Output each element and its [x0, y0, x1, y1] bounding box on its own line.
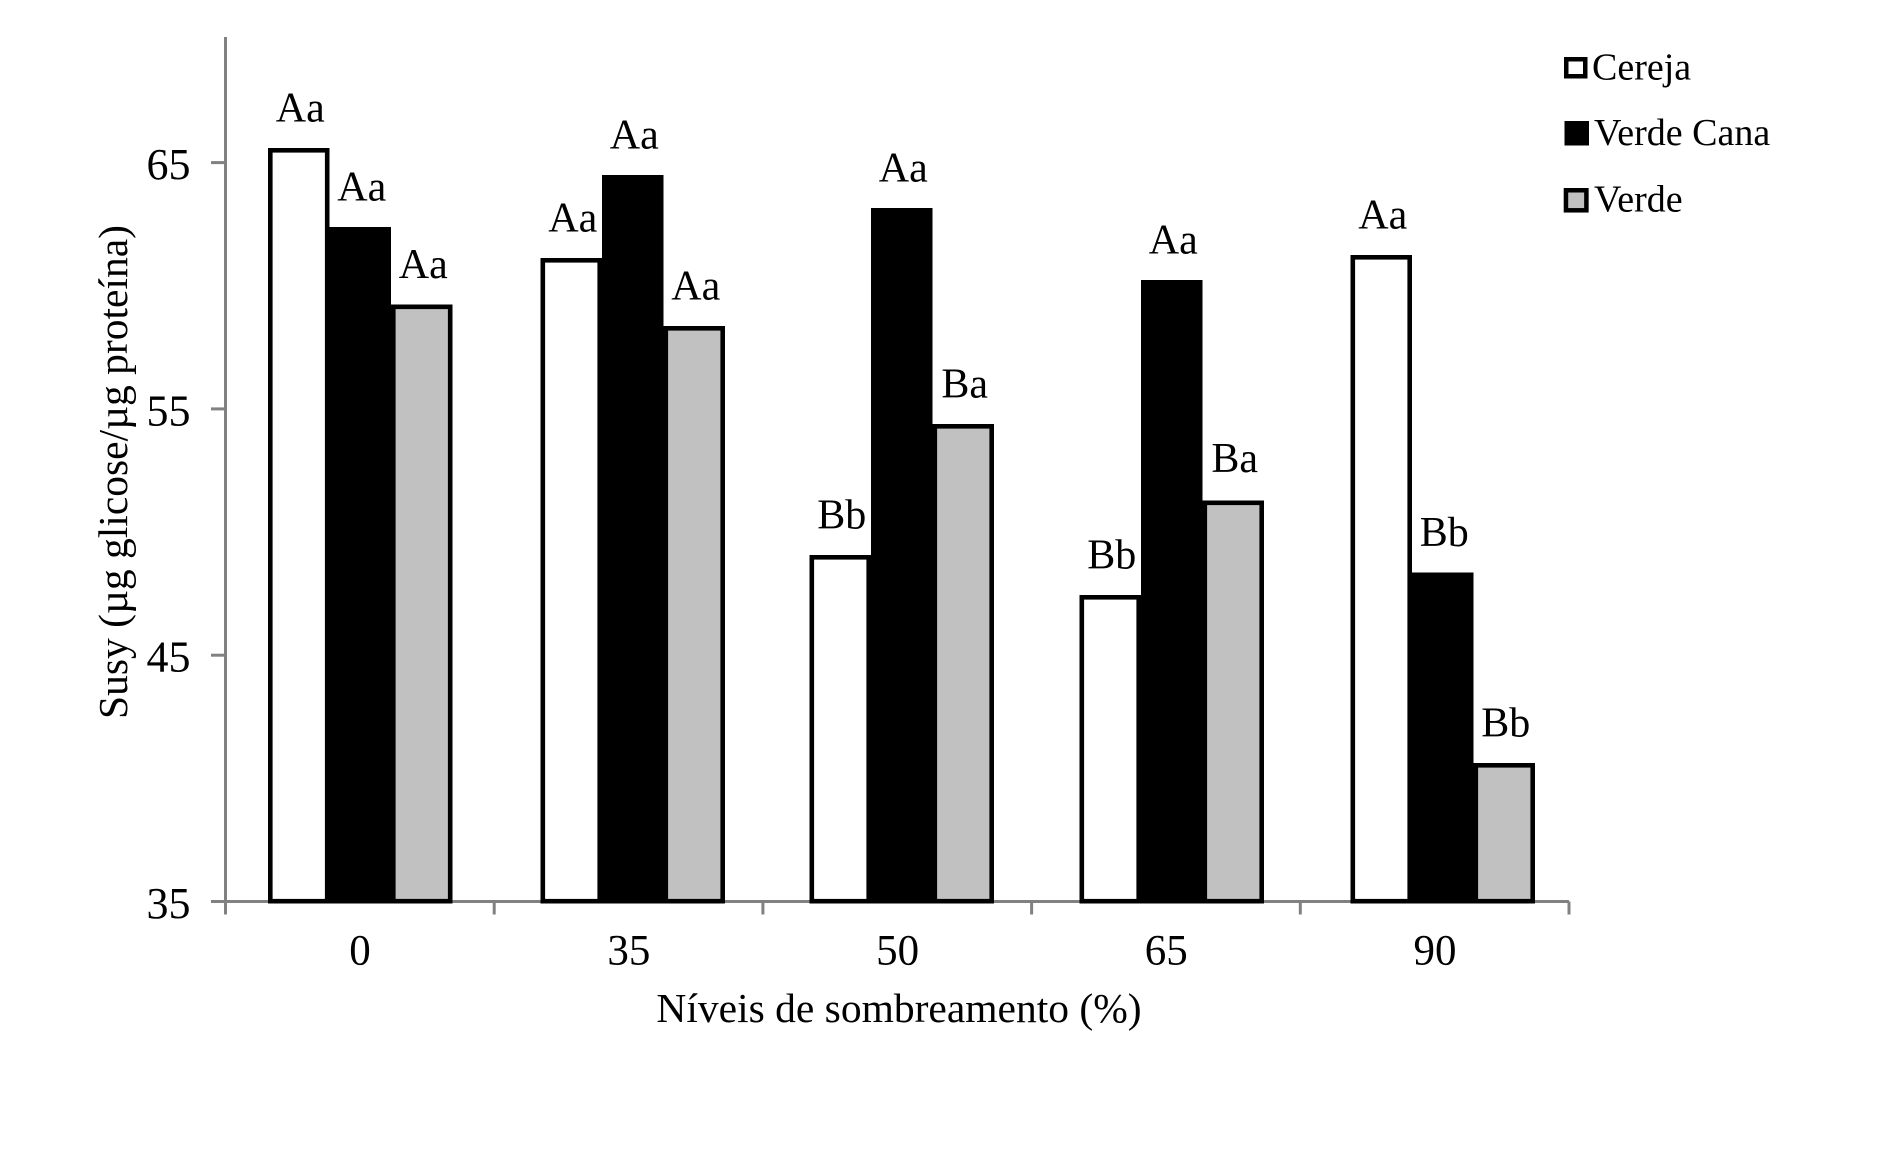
- svg-text:50: 50: [876, 928, 919, 975]
- svg-text:Aa: Aa: [1358, 193, 1407, 239]
- svg-text:65: 65: [1145, 928, 1188, 975]
- svg-text:Aa: Aa: [337, 165, 386, 211]
- svg-text:90: 90: [1414, 928, 1457, 975]
- svg-text:55: 55: [147, 386, 191, 435]
- svg-text:Ba: Ba: [1211, 436, 1258, 482]
- svg-text:Bb: Bb: [817, 493, 866, 539]
- svg-text:Verde: Verde: [1594, 179, 1683, 221]
- svg-text:Bb: Bb: [1481, 701, 1530, 747]
- svg-text:35: 35: [147, 879, 191, 928]
- svg-text:0: 0: [349, 928, 371, 975]
- svg-text:Cereja: Cereja: [1592, 47, 1691, 89]
- svg-text:Bb: Bb: [1087, 533, 1136, 579]
- svg-text:Aa: Aa: [879, 146, 928, 192]
- svg-text:Aa: Aa: [276, 86, 325, 132]
- svg-text:35: 35: [607, 928, 650, 975]
- svg-text:Aa: Aa: [548, 196, 597, 242]
- svg-text:Ba: Ba: [941, 362, 988, 408]
- svg-text:Aa: Aa: [399, 242, 448, 288]
- svg-text:65: 65: [147, 140, 191, 189]
- svg-text:Bb: Bb: [1420, 510, 1469, 556]
- svg-text:Aa: Aa: [1149, 218, 1198, 264]
- svg-text:Aa: Aa: [671, 264, 720, 310]
- svg-text:45: 45: [147, 633, 191, 682]
- svg-text:Susy (µg glicose/µg proteína): Susy (µg glicose/µg proteína): [90, 225, 137, 719]
- svg-text:Verde Cana: Verde Cana: [1594, 112, 1770, 154]
- svg-text:Aa: Aa: [610, 113, 659, 159]
- svg-text:Níveis de sombreamento (%): Níveis de sombreamento (%): [656, 985, 1141, 1032]
